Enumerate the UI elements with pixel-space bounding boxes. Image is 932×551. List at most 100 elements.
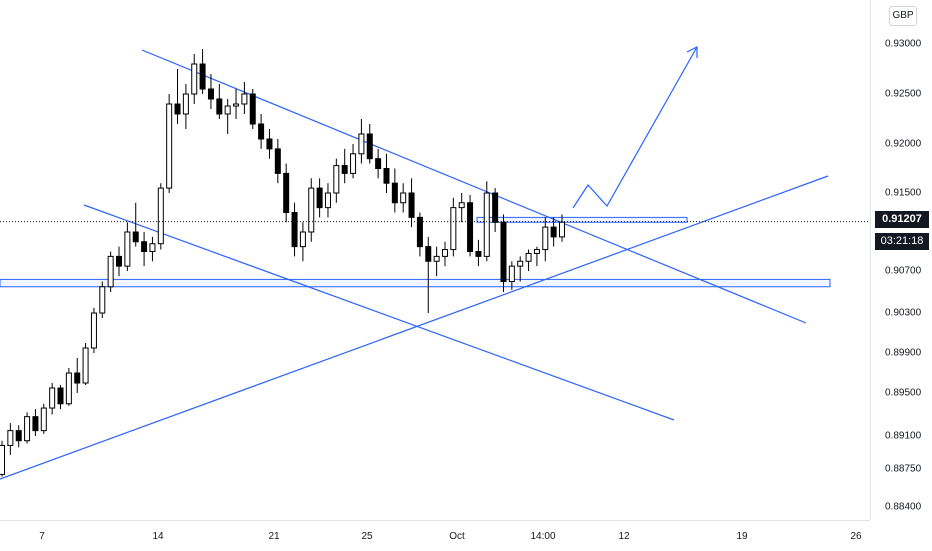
candle xyxy=(324,183,331,218)
support-zone[interactable] xyxy=(0,278,831,288)
candle-body xyxy=(333,165,340,194)
ascending-trendline[interactable] xyxy=(0,175,829,480)
candle-body xyxy=(492,192,499,223)
candle-body xyxy=(7,430,14,446)
candle xyxy=(508,261,515,290)
candle xyxy=(517,256,524,282)
candle xyxy=(249,89,256,129)
projection-arrowhead xyxy=(686,46,698,58)
candle xyxy=(299,222,306,262)
candle-body xyxy=(74,372,81,384)
candle xyxy=(7,423,14,455)
time-axis[interactable]: 7 14 21 25 Oct 14:00 12 19 26 xyxy=(0,520,870,551)
candle-body xyxy=(116,255,123,267)
candle-body xyxy=(391,182,398,204)
candle xyxy=(57,385,64,410)
time-tick-label: 14 xyxy=(152,531,164,542)
price-tick-label: 0.89500 xyxy=(885,387,922,399)
candle-body xyxy=(241,93,248,105)
candle-body xyxy=(124,231,131,267)
candle xyxy=(391,168,398,213)
candle-body xyxy=(40,407,47,432)
candle-body xyxy=(366,133,373,160)
candle xyxy=(174,69,181,124)
candle xyxy=(316,178,323,218)
candle xyxy=(116,246,123,277)
candle xyxy=(525,249,532,271)
candle-body xyxy=(458,202,465,209)
candle-body xyxy=(441,249,448,257)
candle-body xyxy=(191,63,198,95)
candle-body xyxy=(425,246,432,262)
candle-body xyxy=(174,103,181,115)
candle-body xyxy=(149,243,156,252)
candle xyxy=(207,74,214,109)
candle-body xyxy=(383,168,390,184)
chart-plot-area[interactable] xyxy=(0,0,870,520)
candle xyxy=(333,158,340,203)
price-tick-label: 0.89100 xyxy=(885,430,922,442)
candle-body xyxy=(533,249,540,254)
candle-body xyxy=(216,98,223,115)
price-axis[interactable]: GBP 0.93000 0.92500 0.92000 0.91500 0.90700 0… xyxy=(870,0,932,520)
price-chart[interactable] xyxy=(0,0,870,520)
candle-body xyxy=(467,202,474,252)
price-tick-label: 0.91500 xyxy=(885,187,922,199)
candle-body xyxy=(416,216,423,248)
candle xyxy=(49,383,56,415)
candle xyxy=(400,183,407,213)
resistance-zone[interactable] xyxy=(476,216,688,223)
candle xyxy=(166,94,173,193)
candle-body xyxy=(65,372,72,405)
candle xyxy=(90,307,97,353)
candle-body xyxy=(483,192,490,257)
candle xyxy=(416,212,423,257)
price-tick-label: 0.88400 xyxy=(885,501,922,513)
projection-path[interactable] xyxy=(572,46,698,209)
candle-body xyxy=(224,105,231,115)
candle xyxy=(99,281,106,318)
candle xyxy=(107,251,114,292)
candle xyxy=(15,425,22,448)
descending-trendline-lower[interactable] xyxy=(83,204,675,421)
time-tick-label: 19 xyxy=(736,531,748,542)
candle xyxy=(291,202,298,257)
candle-body xyxy=(291,212,298,248)
candle-body xyxy=(500,221,507,282)
candle xyxy=(199,49,206,94)
candle xyxy=(458,193,465,223)
candle-body xyxy=(408,192,415,218)
candle-body xyxy=(32,416,39,432)
candle-body xyxy=(199,63,206,90)
time-tick-label: 7 xyxy=(39,531,45,542)
price-tick-label: 0.90300 xyxy=(885,307,922,319)
candle xyxy=(467,194,474,257)
candle-body xyxy=(400,192,407,204)
candle xyxy=(559,214,565,242)
candle xyxy=(40,403,47,434)
candle-body xyxy=(15,430,22,442)
candle xyxy=(542,217,549,262)
candle-body xyxy=(99,286,106,314)
candle-body xyxy=(233,103,240,107)
candle-body xyxy=(166,103,173,189)
candle-body xyxy=(350,153,357,174)
candle-body xyxy=(508,265,515,282)
candle-body xyxy=(0,444,5,475)
candle xyxy=(408,178,415,228)
candle xyxy=(383,153,390,193)
candle-series xyxy=(0,49,565,477)
candle-body xyxy=(266,138,273,150)
candle-body xyxy=(475,251,482,257)
time-tick-label: 14:00 xyxy=(530,531,556,542)
price-tick-label: 0.90700 xyxy=(885,265,922,277)
time-tick-label: 26 xyxy=(850,531,862,542)
candle xyxy=(492,188,499,232)
candle-body xyxy=(207,88,214,100)
candle xyxy=(433,246,440,277)
candle xyxy=(341,148,348,184)
currency-badge[interactable]: GBP xyxy=(889,6,917,26)
candle xyxy=(475,239,482,267)
time-tick-label: 12 xyxy=(618,531,630,542)
candle-body xyxy=(324,192,331,209)
